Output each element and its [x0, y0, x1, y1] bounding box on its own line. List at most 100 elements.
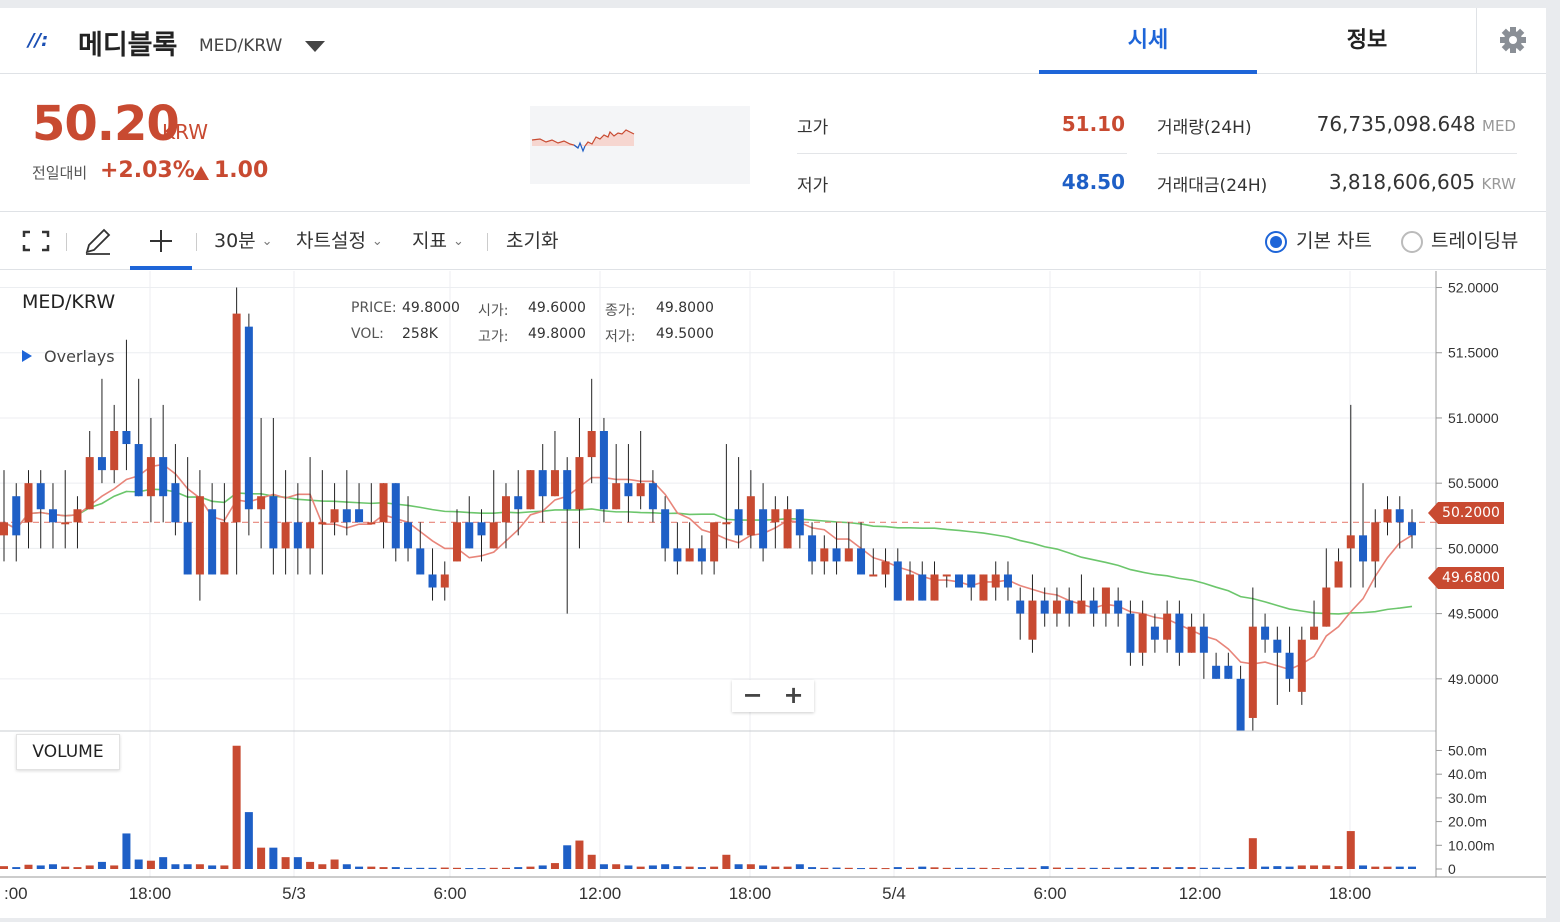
candle-body: [391, 483, 400, 549]
volume-bar: [1052, 867, 1061, 869]
candle-body: [1297, 639, 1306, 692]
candle-body: [1285, 652, 1294, 679]
crosshair-icon[interactable]: [148, 212, 174, 270]
volume-bar: [342, 864, 351, 869]
volume-tick-label: 30.0m: [1448, 790, 1487, 806]
volume-bar: [1273, 866, 1282, 869]
candle-body: [146, 457, 155, 497]
time-tick-label: 6:00: [1033, 884, 1066, 903]
candle-body: [61, 522, 70, 525]
change-percent: +2.03%: [100, 158, 195, 183]
volume-bar: [661, 864, 670, 869]
candle-body: [134, 444, 143, 497]
candle-body: [1114, 600, 1123, 614]
price-tick-label: 51.0000: [1448, 410, 1499, 426]
chart-settings-dropdown[interactable]: 차트설정 ⌄: [296, 212, 383, 270]
candle-body: [12, 496, 21, 536]
ohlc-price-label: PRICE:: [351, 300, 397, 316]
volume-bar: [48, 864, 57, 869]
candle-body: [489, 522, 498, 549]
volume-bar: [1065, 867, 1074, 869]
candle-body: [1199, 626, 1208, 653]
volume-tick-label: 50.0m: [1448, 742, 1487, 758]
stat-divider: [1157, 153, 1517, 154]
chart-canvas[interactable]: 52.0000 51.5000 51.0000 50.5000 50.0000 49.50…: [0, 271, 1546, 918]
volume-stat: 76,735,098.648 MED: [1290, 112, 1516, 136]
candle-body: [367, 522, 376, 525]
tab-info[interactable]: 정보: [1346, 28, 1388, 53]
indicators-dropdown[interactable]: 지표 ⌄: [412, 212, 464, 270]
volume-value: 76,735,098.648: [1316, 112, 1476, 136]
volume-bar: [563, 845, 572, 869]
overlays-toggle[interactable]: Overlays: [22, 347, 115, 366]
volume-bar: [0, 866, 8, 869]
candle-body: [538, 470, 547, 497]
price-tick-label: 50.5000: [1448, 475, 1499, 491]
candle-body: [1212, 665, 1221, 679]
candle-body: [1150, 626, 1159, 640]
volume-bar: [73, 867, 82, 869]
candle-body: [24, 483, 33, 523]
volume-bar: [1175, 867, 1184, 869]
volume-bar: [599, 864, 608, 869]
candle-body: [1138, 613, 1147, 653]
amount-label: 거래대금(24H): [1157, 176, 1268, 196]
chart-settings-label: 차트설정: [296, 230, 366, 252]
pencil-icon[interactable]: [84, 212, 112, 270]
volume-bar: [1346, 831, 1355, 869]
volume-bar: [244, 812, 253, 869]
candle-body: [550, 470, 559, 497]
candle-body: [575, 457, 584, 510]
candle-body: [636, 483, 645, 497]
price-chart[interactable]: 52.0000 51.5000 51.0000 50.5000 50.0000 49.50…: [0, 271, 1546, 918]
volume-bar: [1089, 867, 1098, 869]
amount-stat: 3,818,606,605 KRW: [1290, 170, 1516, 194]
candle-body: [110, 431, 119, 471]
candle-body: [1371, 522, 1380, 562]
ohlc-vol-label: VOL:: [351, 326, 384, 342]
volume-bar: [722, 854, 731, 869]
settings-gear-icon[interactable]: [1476, 8, 1546, 74]
candle-body: [1248, 626, 1257, 718]
tab-quote[interactable]: 시세: [1039, 8, 1257, 74]
candle-body: [293, 522, 302, 549]
volume-bar: [367, 866, 376, 869]
volume-bar: [379, 867, 388, 869]
volume-bar: [110, 865, 119, 869]
fullscreen-icon[interactable]: [22, 212, 50, 270]
volume-bar: [1016, 867, 1025, 869]
volume-bar: [1310, 865, 1319, 869]
volume-bar: [1138, 867, 1147, 869]
coin-name[interactable]: 메디블록: [78, 30, 178, 61]
candle-body: [85, 457, 94, 510]
candle-body: [954, 574, 963, 588]
zoom-in-button[interactable]: +: [783, 681, 804, 709]
candle-body: [624, 483, 633, 497]
candle-body: [795, 509, 804, 536]
candle-body: [1273, 639, 1282, 653]
toolbar-separator: [196, 233, 197, 251]
candle-body: [1346, 535, 1355, 549]
volume-tick-label: 40.0m: [1448, 766, 1487, 782]
candle-body: [844, 548, 853, 562]
coin-pair[interactable]: MED/KRW: [199, 36, 283, 56]
candle-body: [122, 431, 131, 445]
volume-bar: [232, 745, 241, 869]
tradingview-label[interactable]: 트레이딩뷰: [1431, 230, 1519, 252]
candle-body: [1040, 600, 1049, 614]
zoom-out-button[interactable]: −: [742, 681, 763, 709]
chart-pair-label: MED/KRW: [22, 291, 116, 313]
amount-value: 3,818,606,605: [1328, 170, 1476, 194]
candle-body: [918, 574, 927, 601]
reset-button[interactable]: 초기화: [506, 230, 559, 252]
coin-dropdown-icon[interactable]: [305, 41, 325, 52]
volume-bar: [1395, 866, 1404, 869]
volume-bar: [538, 865, 547, 869]
volume-bar: [636, 866, 645, 869]
basic-chart-radio[interactable]: [1265, 231, 1287, 253]
volume-bar: [1077, 867, 1086, 869]
interval-dropdown[interactable]: 30분 ⌄: [214, 212, 273, 270]
tradingview-radio[interactable]: [1401, 231, 1423, 253]
candle-body: [820, 548, 829, 562]
basic-chart-label[interactable]: 기본 차트: [1296, 230, 1372, 252]
